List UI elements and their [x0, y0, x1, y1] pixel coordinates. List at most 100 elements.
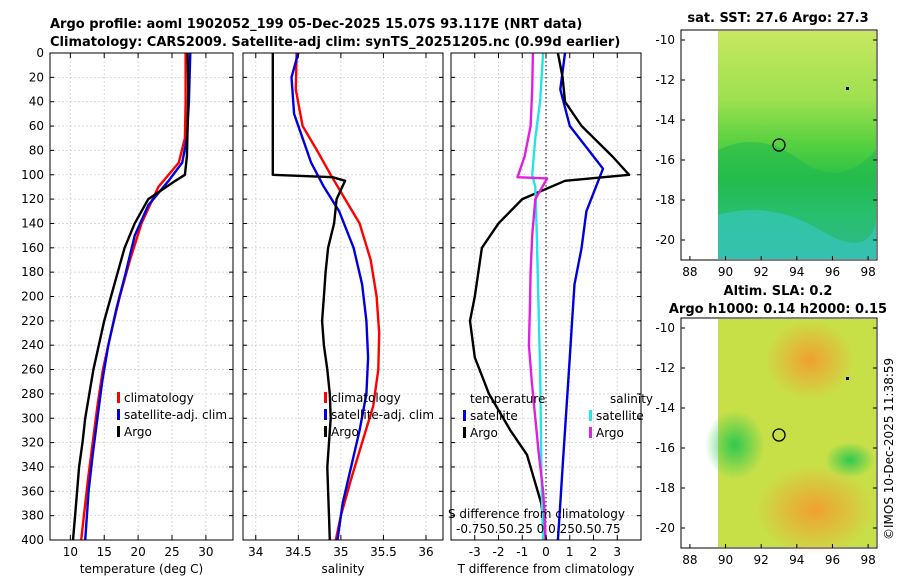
- y-tick-label: 40: [29, 95, 44, 109]
- series-line-t-argo: [468, 52, 631, 541]
- series-line-climatology: [294, 52, 381, 541]
- difference-panel: -3 -2 -1 0 1 2 3 T difference from climatology t…: [448, 52, 653, 576]
- map-y-tick-label: -10: [655, 33, 675, 47]
- series-line-climatology: [80, 53, 187, 541]
- legend-swatch: [589, 427, 592, 438]
- y-tick-label: 0: [36, 46, 44, 60]
- legend-label: satellite: [596, 409, 644, 423]
- x-tick-label: -2: [493, 545, 505, 559]
- x-tick-label: 1: [566, 545, 574, 559]
- map-x-tick-label: 92: [754, 553, 769, 567]
- series-line-t-satellite: [556, 52, 605, 541]
- temperature-panel: 10 15 20 25 30020406080100120140160180200220…: [21, 46, 234, 576]
- x-tick-label: 35.5: [370, 545, 397, 559]
- y-tick-label: 340: [21, 460, 44, 474]
- legend-title-temperature: temperature: [470, 392, 545, 406]
- map-y-tick-label: -18: [655, 481, 675, 495]
- map-x-tick-label: 94: [789, 265, 804, 279]
- y-tick-label: 160: [21, 241, 44, 255]
- x-tick-label: -3: [469, 545, 481, 559]
- legend-swatch: [324, 409, 327, 420]
- map-y-tick-label: -12: [655, 73, 675, 87]
- legend-swatch: [589, 410, 592, 421]
- sst-map-title: sat. SST: 27.6 Argo: 27.3: [687, 11, 868, 26]
- x-tick-label: -1: [516, 545, 528, 559]
- legend-title-salinity: salinity: [610, 392, 653, 406]
- y-tick-label: 60: [29, 119, 44, 133]
- legend-label: Argo: [596, 426, 624, 440]
- x-tick-label: 35: [333, 545, 348, 559]
- s-axis-ticks: -0.750.50.25 0 0.250.50.75: [456, 522, 621, 536]
- series-line-satellite-adj-clim: [84, 52, 192, 541]
- map-x-tick-label: 96: [825, 265, 840, 279]
- x-tick-label: 20: [130, 545, 145, 559]
- map-x-tick-label: 90: [718, 553, 733, 567]
- y-tick-label: 300: [21, 411, 44, 425]
- legend-swatch: [463, 410, 466, 421]
- map-x-tick-label: 94: [789, 553, 804, 567]
- sla-map-subtitle: Argo h1000: 0.14 h2000: 0.15: [669, 302, 887, 317]
- map-y-tick-label: -20: [655, 233, 675, 247]
- y-tick-label: 140: [21, 216, 44, 230]
- map-x-tick-label: 98: [860, 553, 875, 567]
- x-tick-label: 15: [97, 545, 112, 559]
- sla-map-high-2: [755, 465, 875, 555]
- legend-swatch: [463, 427, 466, 438]
- legend-swatch: [324, 426, 327, 437]
- map-x-tick-label: 90: [718, 265, 733, 279]
- map-y-tick-label: -12: [655, 361, 675, 375]
- sla-map-title: Altim. SLA: 0.2: [724, 284, 833, 299]
- y-tick-label: 280: [21, 387, 44, 401]
- legend-swatch: [117, 392, 120, 403]
- x-tick-label: 10: [63, 545, 78, 559]
- legend-swatch: [324, 392, 327, 403]
- x-tick-label: 30: [198, 545, 213, 559]
- sla-map-dot: [846, 377, 849, 380]
- legend-swatch: [117, 426, 120, 437]
- map-x-tick-label: 88: [682, 553, 697, 567]
- y-tick-label: 360: [21, 484, 44, 498]
- legend-label: Argo: [331, 425, 359, 439]
- copyright-timestamp: ©IMOS 10-Dec-2025 11:38:59: [882, 358, 896, 540]
- y-tick-label: 200: [21, 290, 44, 304]
- y-tick-label: 100: [21, 168, 44, 182]
- x-tick-label: 34.5: [285, 545, 312, 559]
- x-tick-label: 34: [248, 545, 263, 559]
- series-line-satellite-adj-clim: [290, 52, 370, 541]
- legend-label: satellite-adj. clim: [124, 408, 227, 422]
- map-y-tick-label: -14: [655, 401, 675, 415]
- legend-label: Argo: [470, 426, 498, 440]
- y-tick-label: 380: [21, 509, 44, 523]
- y-tick-label: 180: [21, 265, 44, 279]
- legend-label: satellite: [470, 409, 518, 423]
- y-tick-label: 320: [21, 436, 44, 450]
- figure-title-line1: Argo profile: aoml 1902052_199 05-Dec-20…: [50, 17, 582, 32]
- sla-map-low-1: [705, 410, 765, 480]
- x-tick-label: 2: [590, 545, 598, 559]
- map-y-tick-label: -14: [655, 113, 675, 127]
- y-tick-label: 20: [29, 70, 44, 84]
- sst-map-panel: sat. SST: 27.6 Argo: 27.3 88 90 92 94 96 98 -1…: [655, 11, 878, 279]
- salinity-panel: 34 34.5 35 35.5 36 salinity climatology satelli…: [242, 52, 444, 576]
- sla-map-float-marker: [772, 428, 786, 442]
- figure-title-line2: Climatology: CARS2009. Satellite-adj cli…: [50, 35, 620, 50]
- map-x-tick-label: 92: [754, 265, 769, 279]
- y-tick-label: 220: [21, 314, 44, 328]
- legend-label: climatology: [124, 391, 194, 405]
- sst-map-dot: [846, 87, 849, 90]
- y-tick-label: 120: [21, 192, 44, 206]
- x-tick-label: 36: [418, 545, 433, 559]
- y-tick-label: 240: [21, 338, 44, 352]
- legend-label: Argo: [124, 425, 152, 439]
- sst-map-float-marker: [772, 138, 786, 152]
- map-x-tick-label: 88: [682, 265, 697, 279]
- s-axis-label: S difference from climatology: [448, 507, 625, 521]
- sst-map-cold-patch: [718, 210, 876, 259]
- map-y-tick-label: -16: [655, 441, 675, 455]
- x-axis-label: salinity: [321, 562, 364, 576]
- legend-swatch: [117, 409, 120, 420]
- y-tick-label: 80: [29, 143, 44, 157]
- map-y-tick-label: -18: [655, 193, 675, 207]
- map-y-tick-label: -16: [655, 153, 675, 167]
